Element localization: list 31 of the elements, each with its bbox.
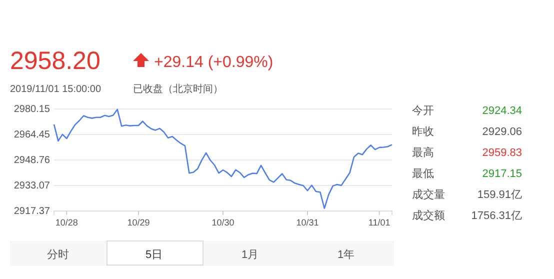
text: 成交量	[412, 188, 445, 201]
x-tick-label: 10/28	[55, 217, 78, 228]
text: 1月	[241, 249, 259, 261]
y-tick-label: 2917.37	[14, 206, 50, 218]
x-tick-label: 11/01	[368, 217, 390, 228]
x-tick-label: 10/29	[127, 217, 150, 228]
text: 2959.83	[482, 147, 522, 159]
text: 2917.15	[482, 168, 522, 180]
text: 最低	[412, 168, 434, 180]
text: 昨收	[412, 126, 434, 138]
line-series	[53, 108, 393, 209]
text: 已收盘（北京时间）	[133, 83, 223, 95]
text: 2924.34	[482, 105, 522, 117]
x-tick-label: 10/30	[212, 217, 234, 228]
text: 159.91亿	[477, 189, 522, 201]
chart-subtitle: +29.14 (+0.99%)	[154, 54, 274, 71]
text: 今开	[412, 105, 434, 117]
text: 1756.31亿	[471, 210, 522, 222]
text: 1年	[337, 249, 355, 261]
text: 2019/11/01 15:00:00	[10, 84, 102, 95]
text: 成交额	[412, 209, 445, 222]
y-tick-label: 2964.45	[14, 130, 50, 141]
chart-title: 2958.20	[10, 47, 100, 75]
y-tick-label: 2933.07	[14, 180, 50, 192]
text: 最高	[412, 146, 434, 159]
y-tick-label: 2948.76	[14, 155, 50, 166]
text: 2929.06	[482, 126, 522, 138]
text: 5日	[145, 249, 163, 261]
x-tick-label: 10/31	[296, 217, 319, 228]
text: 分时	[47, 248, 69, 261]
y-tick-label: 2980.15	[14, 104, 50, 116]
